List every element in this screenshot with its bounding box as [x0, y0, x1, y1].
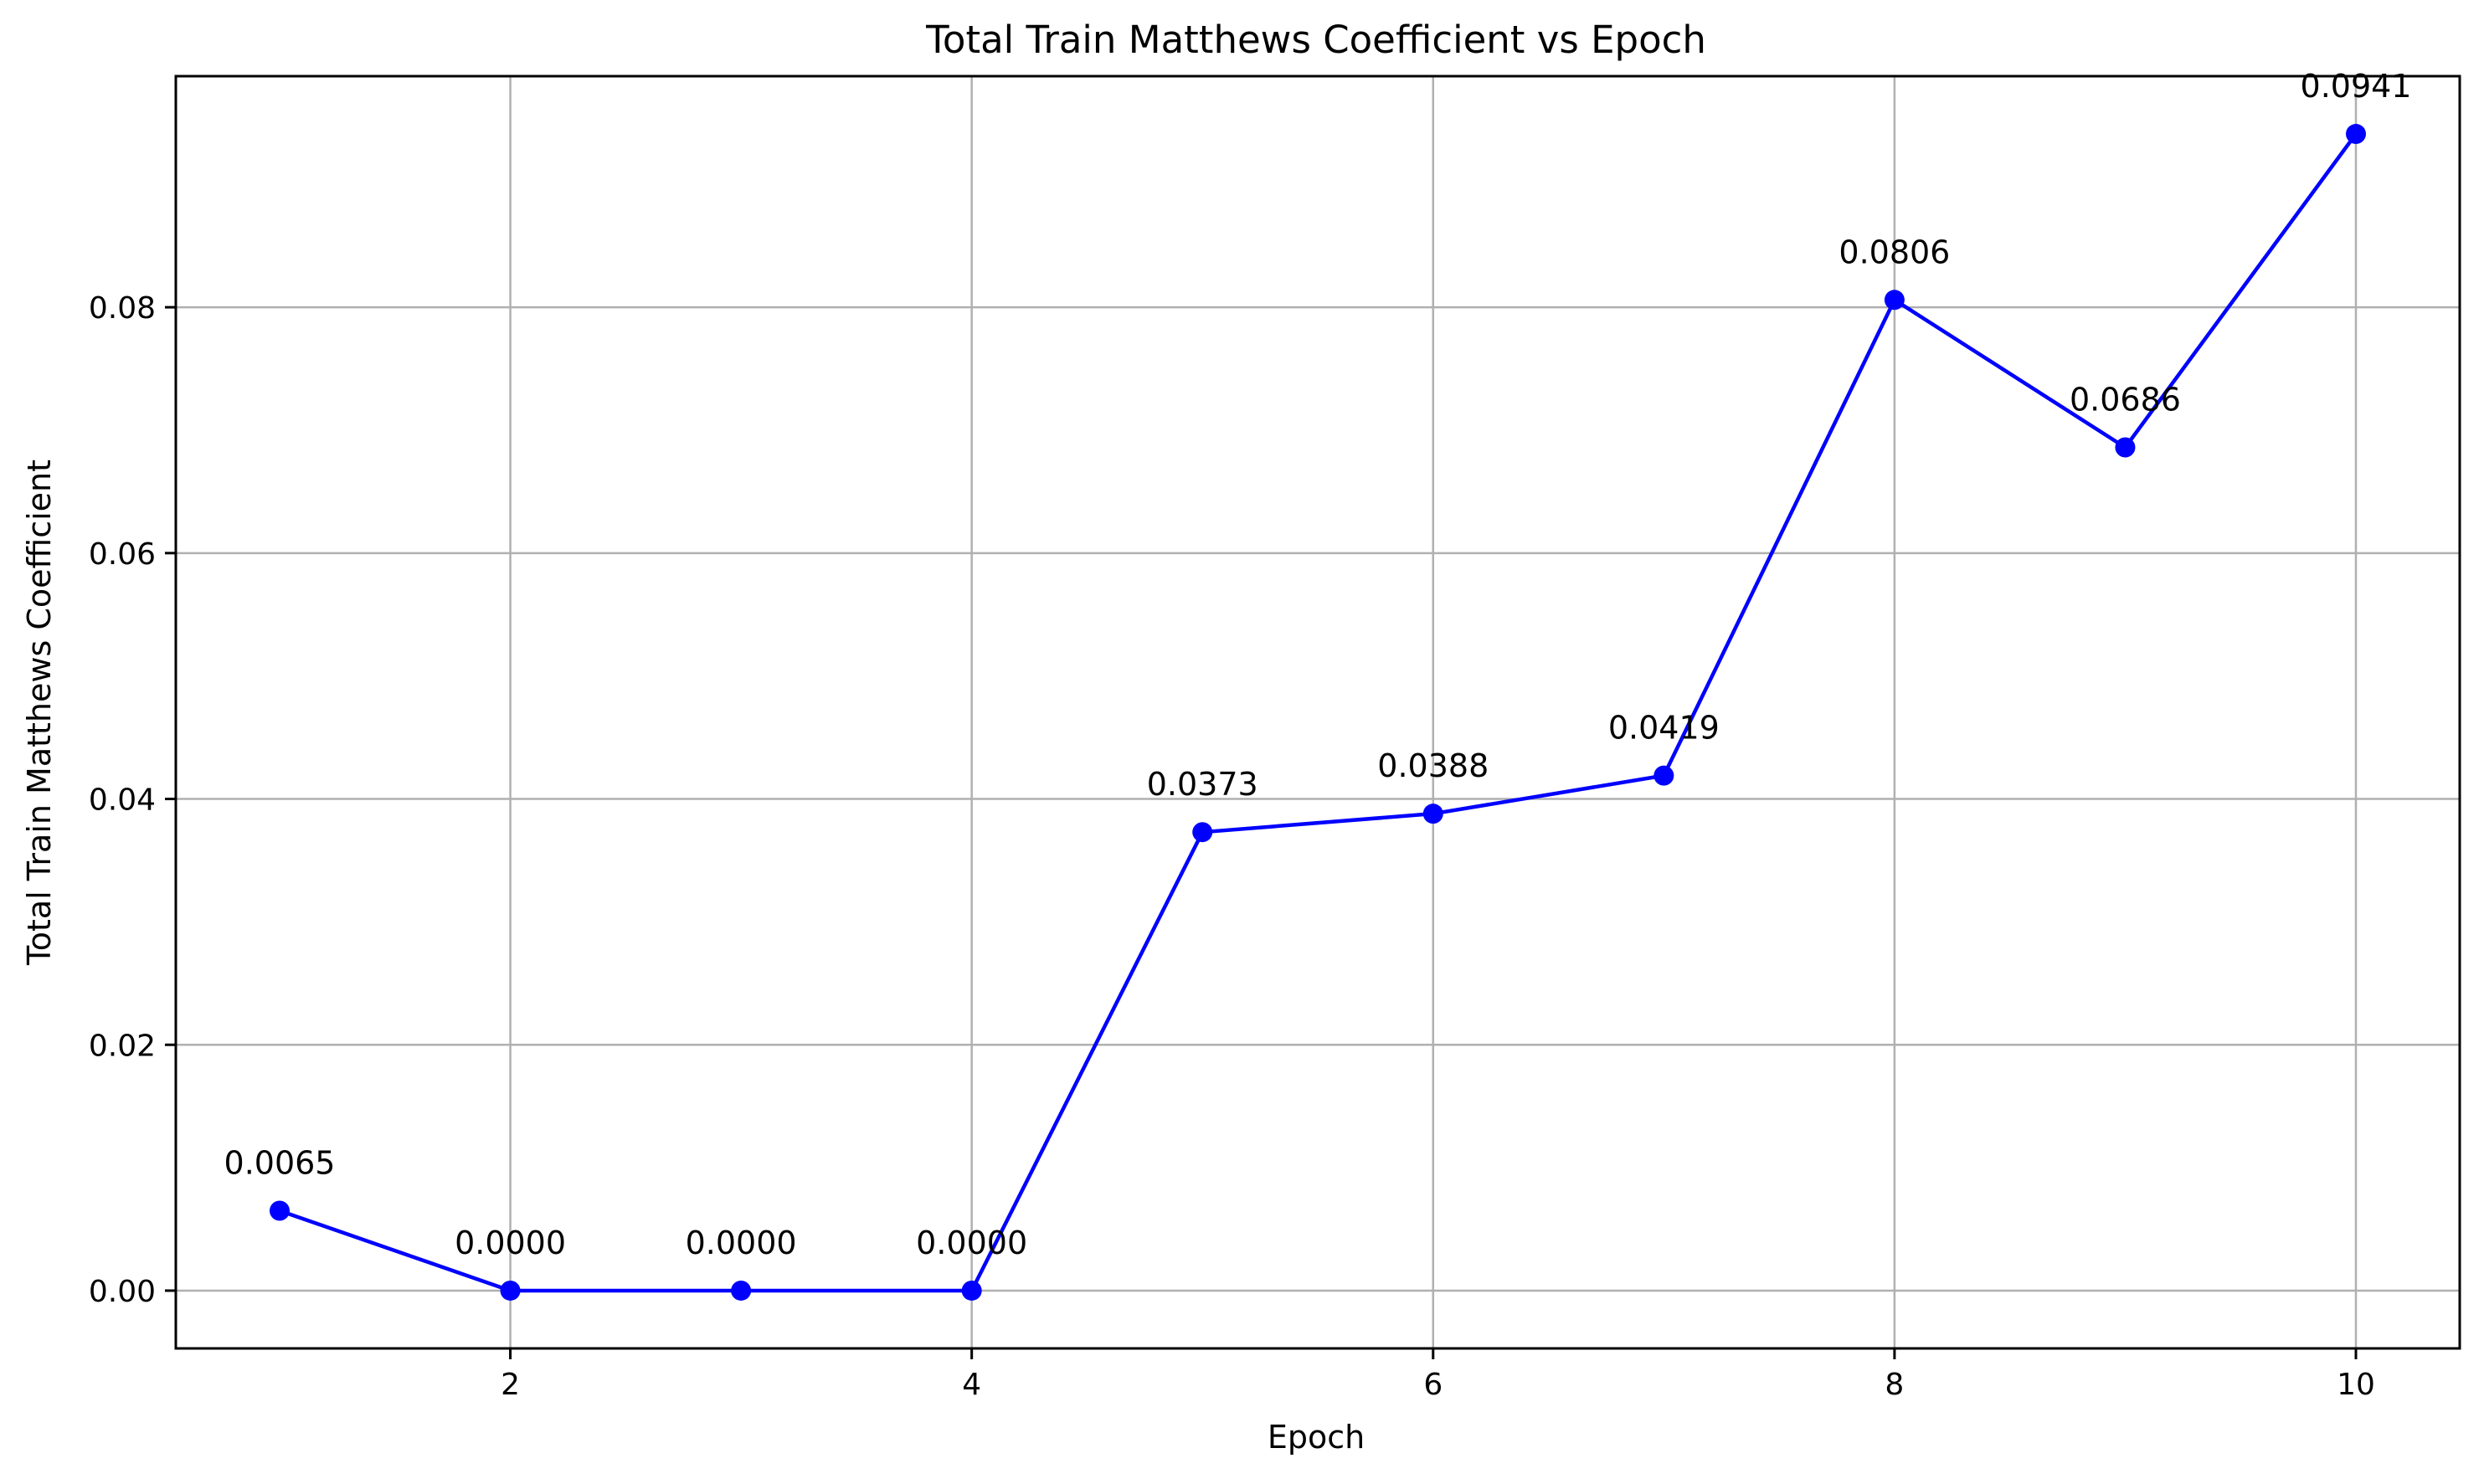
data-labels: 0.0065 0.0000 0.0000 0.0000 0.0373 0.0388 0.04… [224, 68, 2412, 1261]
plot-frame [174, 74, 2461, 1350]
y-axis-label: Total Train Matthews Coefficient [21, 460, 58, 966]
series-group [270, 124, 2366, 1301]
data-point [2346, 124, 2366, 145]
data-point [961, 1280, 982, 1301]
x-tick-label: 6 [1423, 1368, 1443, 1402]
data-label: 0.0000 [916, 1225, 1027, 1261]
data-point [1192, 822, 1213, 843]
x-axis-label: Epoch [1268, 1419, 1365, 1456]
data-point [1422, 804, 1443, 824]
data-label: 0.0065 [224, 1145, 336, 1182]
data-label: 0.0806 [1839, 234, 1950, 270]
data-point [731, 1280, 752, 1301]
data-label: 0.0941 [2301, 68, 2412, 105]
x-tick-label: 4 [962, 1368, 981, 1402]
y-tick-label: 0.08 [89, 291, 156, 326]
data-label: 0.0388 [1377, 747, 1489, 784]
data-point [2115, 437, 2136, 458]
data-label: 0.0373 [1147, 766, 1258, 803]
x-tick-label: 2 [501, 1368, 520, 1402]
series-line [279, 132, 2358, 1293]
y-tick-label: 0.00 [89, 1275, 156, 1309]
data-point [500, 1280, 521, 1301]
data-label: 0.0686 [2070, 382, 2181, 418]
axis-ticks: 2 4 6 8 10 0.00 0.02 0.04 0.06 0.08 [89, 291, 2375, 1402]
data-label: 0.0419 [1608, 710, 1720, 747]
data-point [1653, 765, 1674, 786]
data-point [270, 1200, 290, 1221]
x-tick-label: 8 [1885, 1368, 1904, 1402]
chart-title: Total Train Matthews Coefficient vs Epoc… [925, 18, 1706, 62]
y-tick-label: 0.02 [89, 1029, 156, 1063]
data-point [1884, 290, 1905, 311]
y-tick-label: 0.06 [89, 537, 156, 572]
y-tick-label: 0.04 [89, 783, 156, 818]
data-label: 0.0000 [686, 1225, 797, 1261]
data-label: 0.0000 [455, 1225, 566, 1261]
x-tick-label: 10 [2337, 1368, 2375, 1402]
